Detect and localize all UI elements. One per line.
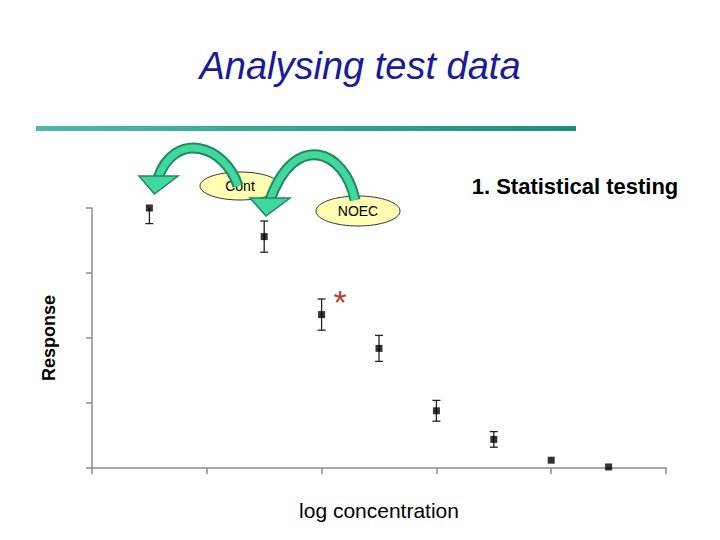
svg-text:Cont: Cont: [225, 178, 255, 194]
svg-text:Response: Response: [39, 295, 59, 381]
svg-text:*: *: [333, 283, 346, 321]
svg-text:Analysing test data: Analysing test data: [197, 45, 520, 87]
svg-text:NOEC: NOEC: [338, 203, 378, 219]
svg-text:log concentration: log concentration: [299, 499, 459, 522]
svg-text:1. Statistical testing: 1. Statistical testing: [472, 174, 679, 199]
